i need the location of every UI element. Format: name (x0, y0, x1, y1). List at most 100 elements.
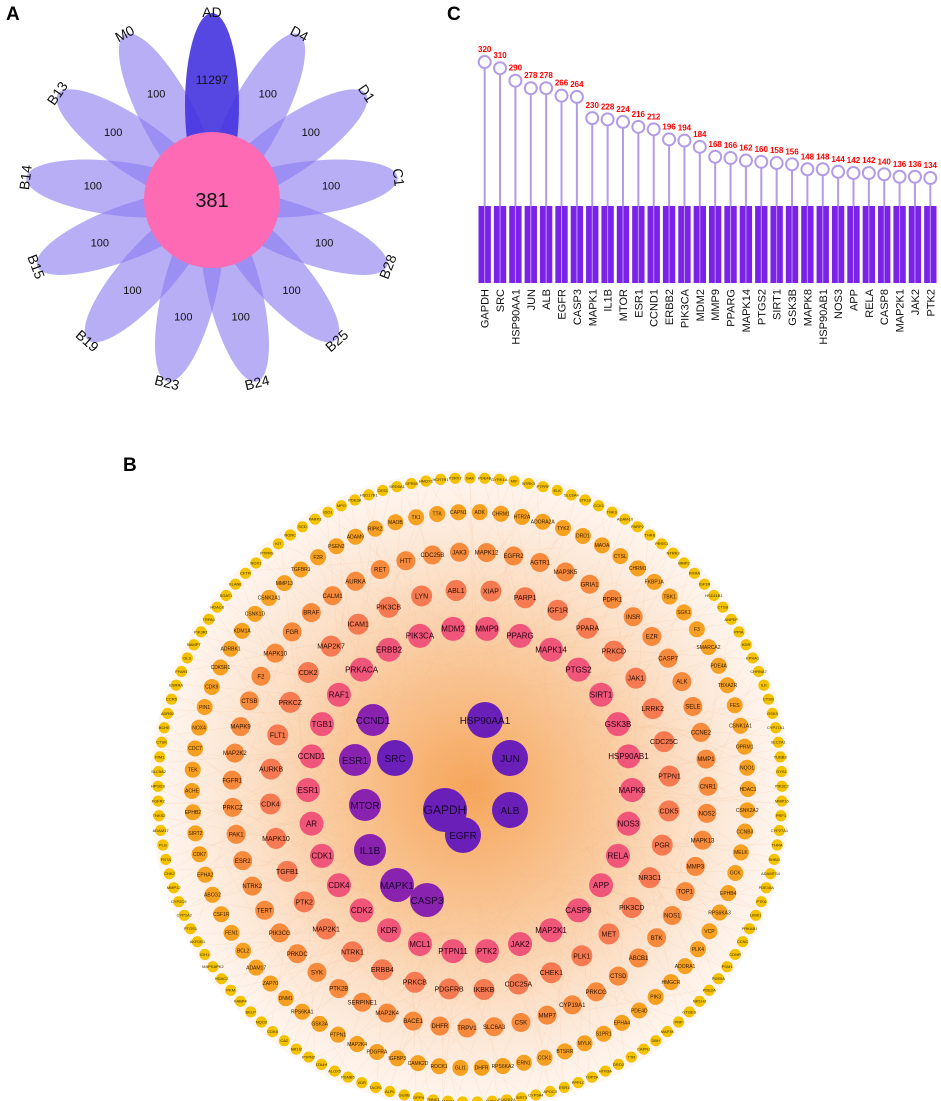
node-ilk: ILK (758, 679, 770, 691)
svg-text:PKM: PKM (226, 988, 235, 993)
data-label: 266 (555, 79, 569, 88)
node-il1b: IL1B (354, 834, 386, 866)
node-map2k1: MAP2K1 (535, 918, 567, 943)
node-mapk10: MAPK10 (262, 827, 290, 849)
node-cnr1: CNR1 (698, 776, 718, 796)
svg-text:CCND1: CCND1 (298, 752, 326, 761)
node-aurka: AURKA (485, 1095, 499, 1101)
node-casp3: CASP3 (410, 883, 444, 917)
svg-text:NOS2: NOS2 (699, 811, 716, 817)
svg-text:TRPA1: TRPA1 (202, 617, 215, 622)
node-plk4: PLK4 (689, 941, 706, 958)
svg-text:CTSD: CTSD (610, 974, 627, 980)
node-cyp2c9: CYP2C9 (171, 896, 187, 908)
data-label: 158 (770, 146, 784, 155)
node-igfbp3: IGFBP3 (388, 1050, 406, 1067)
node-ctsb: CTSB (239, 691, 259, 711)
svg-text:NOX1: NOX1 (251, 560, 263, 565)
node-mmp2: MMP2 (678, 557, 691, 569)
svg-text:CDK4: CDK4 (328, 881, 350, 890)
node-pdgfra: PDGFRA (367, 1043, 388, 1060)
svg-text:CDK1: CDK1 (311, 852, 333, 861)
svg-text:CDK9: CDK9 (205, 685, 219, 691)
svg-text:CYP19A1: CYP19A1 (559, 1003, 586, 1009)
node-ccnd1: CCND1 (356, 704, 391, 736)
svg-text:MAPK1: MAPK1 (380, 881, 414, 892)
svg-text:CYP1A2: CYP1A2 (177, 913, 193, 918)
node-egfr2: EGFR2 (504, 546, 524, 566)
data-label: 166 (724, 141, 738, 150)
svg-text:MAOA: MAOA (595, 543, 610, 549)
node-cck1: CCK1 (536, 1049, 553, 1066)
node-nos3: NOS3 (616, 811, 641, 836)
node-mmp13: MMP13 (276, 575, 293, 592)
node-pik3cb: PIK3CB (376, 596, 401, 618)
node-cyp17a1: CYP17A1 (767, 722, 785, 734)
svg-text:MAP3K: MAP3K (661, 1029, 675, 1034)
svg-text:MAPK8: MAPK8 (618, 786, 646, 795)
svg-text:AURKA: AURKA (485, 1099, 499, 1101)
svg-text:TUBB3: TUBB3 (774, 754, 788, 759)
panel-a-letter: A (6, 4, 20, 25)
tick-label: PTGS2 (756, 289, 768, 325)
tick-label: NOS3 (833, 289, 845, 319)
node-ttk: TTK (429, 505, 446, 522)
svg-text:HMGCR: HMGCR (662, 980, 681, 986)
node-capn1: CAPN1 (637, 1043, 651, 1055)
svg-text:TACR1: TACR1 (369, 1085, 383, 1090)
lollipop-head (800, 162, 815, 177)
tick-label: EGFR (557, 289, 569, 320)
node-gria1: GRIA1 (580, 574, 599, 594)
node-erbb2: ERBB2 (376, 637, 403, 662)
svg-text:CCK1: CCK1 (593, 503, 604, 508)
node-gsk3: GSK3 (766, 707, 779, 720)
node-pik3ca: PIK3CA (406, 623, 435, 648)
svg-text:CAMK2D: CAMK2D (408, 1061, 429, 1067)
node-abcb1: ABCB1 (629, 948, 649, 968)
node-app: APP (589, 873, 614, 898)
node-fgr: FGR (282, 622, 302, 642)
node-smarca2: SMARCA2 (696, 639, 721, 656)
node-trpa1: TRPA1 (202, 613, 216, 625)
tick-label: IL1B (603, 289, 615, 312)
node-pde4d: PDE4D (631, 1002, 648, 1019)
svg-text:EGFR: EGFR (449, 831, 477, 842)
node-rxra: RXRA (688, 567, 700, 579)
svg-text:CDK6: CDK6 (267, 1029, 278, 1034)
node-gsk3a: GSK3A (311, 1015, 329, 1032)
node-mapk8: MAPK8 (618, 778, 646, 802)
svg-text:APOC3: APOC3 (543, 1089, 557, 1094)
node-trpv1: TRPV1 (457, 1018, 477, 1038)
node-kdr: KDR (740, 639, 752, 651)
node-nr1h3: NR1H3 (693, 995, 707, 1007)
node-ces1: CES1 (377, 484, 389, 497)
svg-text:CDK2: CDK2 (351, 906, 373, 915)
svg-text:MIF: MIF (511, 479, 518, 484)
outer-ring-nodes: GAK PDE4B DYRK1A MIF NTRK3PTPRFELKSLC6A4STK1… (151, 472, 790, 1101)
svg-text:RPS6KA1: RPS6KA1 (291, 1009, 314, 1015)
svg-text:IGF1R: IGF1R (547, 608, 568, 615)
svg-text:AKR1B1: AKR1B1 (190, 939, 206, 944)
node-melk: MELK (732, 844, 749, 861)
node-gtges: GTGES (682, 1006, 697, 1018)
node-map2k7: MAP2K7 (317, 635, 345, 657)
node-csnk1d: CSNK1D (245, 605, 265, 622)
node-slc6a3: SLC6A3 (483, 1017, 506, 1037)
svg-text:ELANE: ELANE (229, 582, 242, 587)
node-mmp7: MMP7 (537, 1005, 557, 1025)
venn-center-circle (144, 132, 280, 268)
svg-text:TOP2A: TOP2A (585, 1075, 598, 1080)
node-thrb: THRB (644, 529, 656, 541)
data-label: 142 (847, 156, 861, 165)
node-adrbk1: ADRBK1 (221, 640, 241, 657)
data-label: 290 (509, 64, 523, 73)
svg-text:NAMPT: NAMPT (187, 642, 202, 647)
node-rps6ka2: RPS6KA2 (492, 1058, 514, 1075)
node-cdk4: CDK4 (326, 873, 351, 898)
svg-text:CNR1: CNR1 (700, 784, 717, 790)
venn-petal-label: B23 (153, 372, 181, 394)
node-anpep: ANPEP (724, 613, 738, 625)
svg-text:PIK3R1: PIK3R1 (194, 629, 209, 634)
svg-text:CDK7: CDK7 (193, 852, 207, 858)
svg-text:CCND1: CCND1 (356, 716, 391, 727)
